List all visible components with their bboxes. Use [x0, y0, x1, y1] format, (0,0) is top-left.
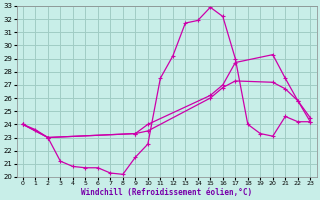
X-axis label: Windchill (Refroidissement éolien,°C): Windchill (Refroidissement éolien,°C) [81, 188, 252, 197]
